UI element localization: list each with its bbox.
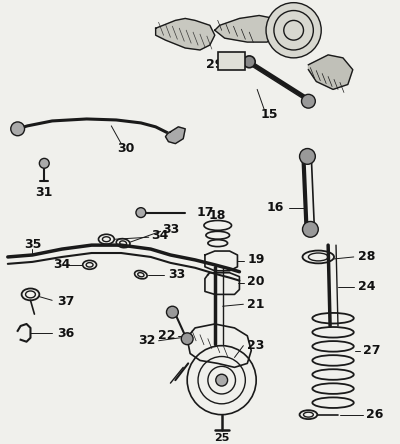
Text: 33: 33 [162,223,180,236]
Circle shape [216,374,228,386]
Text: 15: 15 [260,107,278,120]
Text: 28: 28 [358,250,375,263]
Circle shape [136,208,146,218]
Circle shape [222,54,234,66]
Text: 16: 16 [266,201,284,214]
Text: 37: 37 [57,295,74,308]
Text: 29: 29 [206,58,224,71]
Text: 33: 33 [168,268,186,281]
Text: 26: 26 [366,408,383,421]
Circle shape [166,306,178,318]
Circle shape [302,94,315,108]
Circle shape [243,56,255,68]
Text: 19: 19 [247,254,265,266]
Polygon shape [215,16,279,42]
Circle shape [39,159,49,168]
Text: 21: 21 [247,298,265,311]
Text: 34: 34 [151,229,168,242]
Text: 34: 34 [53,258,71,271]
FancyBboxPatch shape [218,52,245,70]
Text: 24: 24 [358,280,375,293]
Text: 27: 27 [363,344,380,357]
Text: 18: 18 [209,209,226,222]
Circle shape [302,222,318,237]
Polygon shape [156,19,215,50]
Text: 36: 36 [57,327,74,341]
Text: 25: 25 [214,433,229,443]
Text: 17: 17 [196,206,214,219]
Circle shape [181,333,193,345]
Polygon shape [308,55,353,89]
Text: 23: 23 [247,339,265,352]
Text: 30: 30 [117,142,135,155]
Circle shape [266,3,321,58]
Polygon shape [166,127,185,143]
Text: 35: 35 [24,238,41,251]
Circle shape [11,122,24,136]
Text: 22: 22 [158,329,175,342]
Text: 31: 31 [36,186,53,199]
Text: 20: 20 [247,275,265,288]
Circle shape [300,149,315,164]
Text: 32: 32 [138,334,156,347]
